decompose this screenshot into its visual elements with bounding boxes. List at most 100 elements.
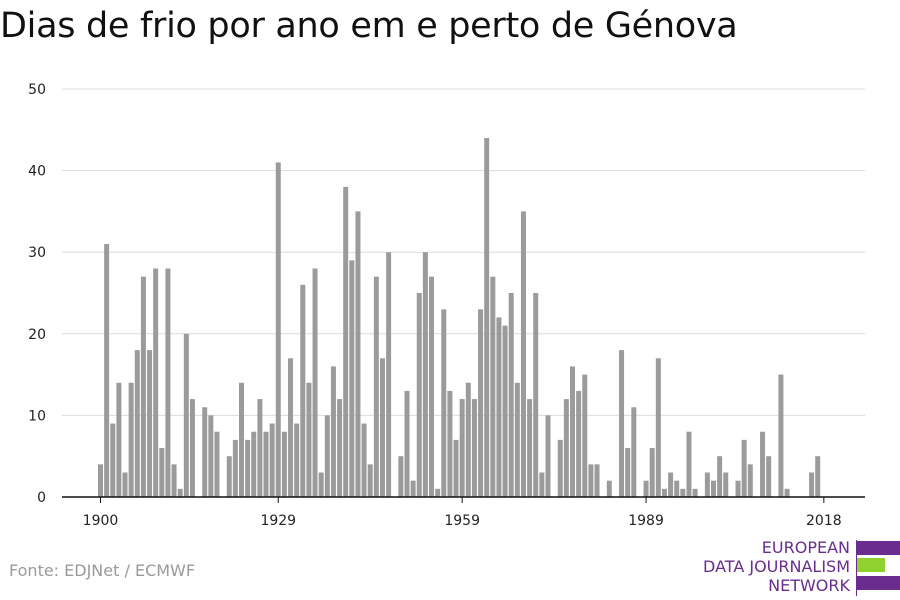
bar-2001 xyxy=(717,456,723,497)
bar-1928 xyxy=(269,423,275,497)
bar-1959 xyxy=(459,399,465,497)
bar-1934 xyxy=(306,382,312,497)
bar-1940 xyxy=(343,186,349,498)
bar-1938 xyxy=(330,366,336,497)
bar-1977 xyxy=(570,366,576,497)
logo-line-2: DATA JOURNALISM xyxy=(703,557,850,576)
bar-1967 xyxy=(508,293,514,497)
chart-title: Dias de frio por ano em e perto de Génov… xyxy=(0,6,738,46)
bar-1945 xyxy=(373,276,379,497)
x-tick-label: 2018 xyxy=(806,513,842,529)
bar-1963 xyxy=(484,137,490,497)
bar-2017 xyxy=(815,456,821,497)
bar-1904 xyxy=(122,472,128,497)
bar-1919 xyxy=(214,431,220,497)
bar-1960 xyxy=(465,382,471,497)
y-tick-label: 40 xyxy=(28,164,46,180)
bar-1966 xyxy=(502,325,508,497)
bar-2011 xyxy=(778,374,784,497)
bar-1911 xyxy=(165,268,171,497)
bar-1949 xyxy=(398,456,404,497)
y-tick-label: 20 xyxy=(28,327,46,343)
bar-1927 xyxy=(263,431,269,497)
edjnet-logo[interactable]: EUROPEAN DATA JOURNALISM NETWORK xyxy=(700,538,900,596)
bar-1912 xyxy=(171,464,177,497)
bar-1933 xyxy=(300,284,306,497)
bar-1978 xyxy=(576,390,582,497)
bar-1924 xyxy=(245,439,251,497)
bar-1981 xyxy=(594,464,600,497)
x-tick-label: 1959 xyxy=(444,513,480,529)
logo-line-1: EUROPEAN xyxy=(761,538,850,557)
gridlines xyxy=(62,88,865,416)
bar-1979 xyxy=(582,374,588,497)
bar-1983 xyxy=(606,480,612,497)
bar-1986 xyxy=(625,448,631,497)
bar-1952 xyxy=(416,293,422,497)
bar-1900 xyxy=(98,464,103,497)
bar-1991 xyxy=(655,358,661,497)
bar-1930 xyxy=(281,431,287,497)
bar-1917 xyxy=(202,407,208,497)
bar-1936 xyxy=(318,472,324,497)
bar-1993 xyxy=(668,472,674,497)
bar-1921 xyxy=(226,456,232,497)
bar-2006 xyxy=(747,464,753,497)
bar-1913 xyxy=(177,488,183,497)
bar-1954 xyxy=(429,276,435,497)
x-tick-label: 1989 xyxy=(628,513,664,529)
x-axis-ticks: 1900 1929 1959 1989 2018 xyxy=(83,497,842,529)
bar-1962 xyxy=(478,309,484,497)
logo-divider xyxy=(856,540,857,596)
bar-1944 xyxy=(367,464,373,497)
logo-bar-green xyxy=(857,558,885,572)
bar-1968 xyxy=(514,382,520,497)
bar-1947 xyxy=(386,252,392,497)
bar-2004 xyxy=(735,480,741,497)
bar-1906 xyxy=(134,350,140,497)
bar-1972 xyxy=(539,472,545,497)
bar-1926 xyxy=(257,399,263,497)
bar-2008 xyxy=(760,431,766,497)
bar-2000 xyxy=(711,480,716,497)
bar-1923 xyxy=(238,382,244,497)
bar-1909 xyxy=(153,268,159,497)
bar-1965 xyxy=(496,317,502,497)
bar-1969 xyxy=(520,211,526,497)
bar-1908 xyxy=(147,350,153,497)
y-tick-label: 10 xyxy=(28,408,46,424)
bar-1902 xyxy=(110,423,116,497)
bar-1918 xyxy=(208,415,214,497)
bar-1941 xyxy=(349,260,355,497)
bar-1996 xyxy=(686,431,692,497)
bar-1931 xyxy=(288,358,294,497)
bar-1958 xyxy=(453,439,459,497)
bar-1987 xyxy=(631,407,637,497)
bar-1910 xyxy=(159,448,165,497)
bar-2002 xyxy=(723,472,729,497)
bar-1925 xyxy=(251,431,257,497)
bar-1964 xyxy=(490,276,496,497)
bar-1950 xyxy=(404,390,410,497)
bar-1946 xyxy=(379,358,385,497)
bar-1915 xyxy=(189,399,195,497)
logo-bar-purple-top xyxy=(857,541,900,555)
bar-1901 xyxy=(104,244,110,497)
bar-1961 xyxy=(471,399,477,497)
bar-1932 xyxy=(294,423,300,497)
bar-1922 xyxy=(232,439,238,497)
bar-1955 xyxy=(435,488,441,497)
bar-1953 xyxy=(422,252,428,497)
bar-1907 xyxy=(140,276,146,497)
bar-1929 xyxy=(275,162,281,497)
bar-1973 xyxy=(545,415,551,497)
x-tick-label: 1900 xyxy=(83,513,119,529)
logo-line-3: NETWORK xyxy=(768,576,850,595)
bar-1980 xyxy=(588,464,594,497)
y-tick-label: 50 xyxy=(28,82,46,98)
bar-1957 xyxy=(447,390,453,497)
bar-1905 xyxy=(128,382,134,497)
bar-1985 xyxy=(619,350,625,497)
bar-1951 xyxy=(410,480,416,497)
y-tick-label: 0 xyxy=(37,490,46,506)
